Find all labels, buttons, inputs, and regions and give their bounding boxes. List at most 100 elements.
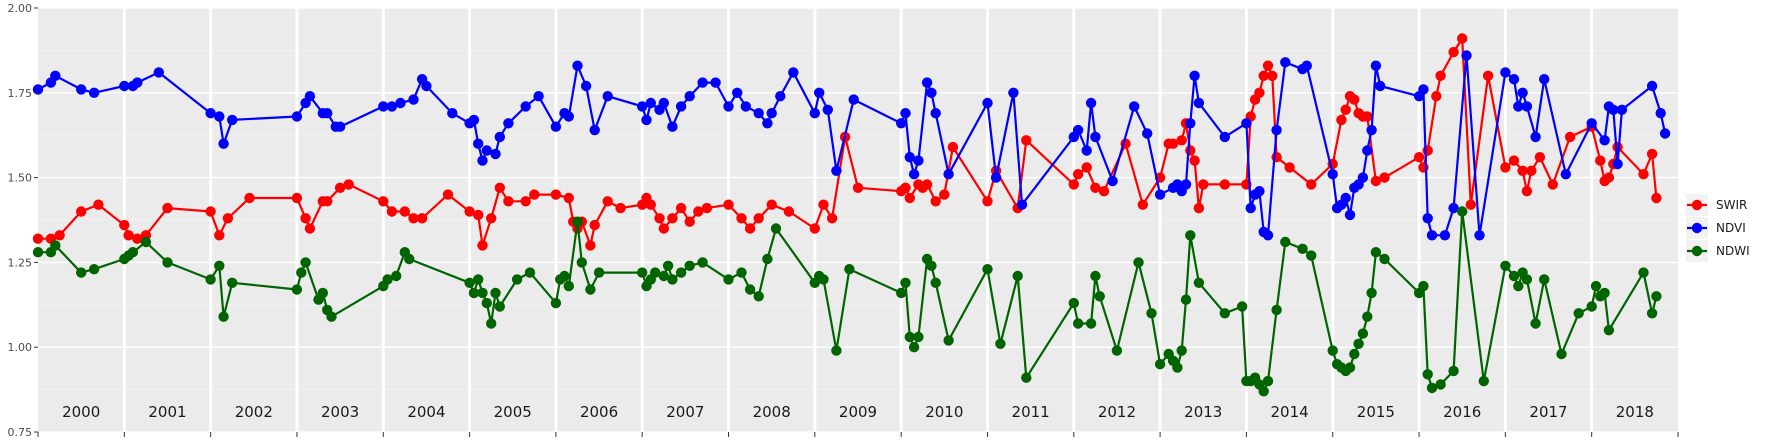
data-point-ndwi	[1508, 270, 1520, 282]
data-point-ndvi	[809, 108, 820, 119]
data-point-ndvi	[378, 101, 389, 112]
data-point-swir	[723, 199, 734, 210]
data-point-ndwi	[1146, 308, 1157, 319]
data-point-ndwi	[300, 257, 311, 268]
data-point-swir	[1021, 135, 1032, 146]
data-point-ndwi	[563, 280, 574, 292]
data-point-ndwi	[1021, 372, 1032, 383]
data-point-swir	[486, 213, 497, 224]
data-point-ndwi	[1556, 348, 1567, 360]
year-label: 2013	[1184, 403, 1222, 421]
data-point-swir	[494, 182, 505, 193]
data-point-ndvi	[205, 108, 216, 119]
data-point-swir	[132, 233, 143, 244]
legend-key-point	[1691, 199, 1703, 211]
data-point-ndwi	[326, 311, 337, 322]
data-point-ndvi	[395, 97, 406, 109]
data-point-swir	[1185, 145, 1196, 156]
data-point-swir	[334, 182, 346, 193]
data-point-ndvi	[477, 155, 488, 166]
data-point-ndvi	[153, 67, 164, 78]
data-point-swir	[939, 189, 950, 200]
data-point-ndvi	[732, 87, 743, 99]
year-label: 2009	[839, 403, 877, 421]
data-point-ndvi	[788, 67, 799, 78]
data-point-ndvi	[1375, 80, 1386, 92]
data-point-swir	[1198, 179, 1209, 190]
data-point-swir	[1267, 70, 1278, 82]
data-point-ndwi	[1353, 338, 1364, 349]
data-point-ndwi	[1478, 375, 1490, 387]
year-label: 2003	[321, 403, 359, 421]
data-point-ndvi	[831, 165, 842, 176]
data-point-ndvi	[904, 152, 915, 163]
data-point-ndvi	[762, 118, 773, 129]
data-point-ndvi	[1508, 74, 1520, 85]
data-point-ndwi	[1344, 362, 1356, 373]
series-ndwi	[32, 206, 1662, 397]
x-axis	[37, 432, 1679, 437]
data-point-ndwi	[684, 260, 695, 271]
data-point-swir	[1258, 70, 1269, 82]
data-point-swir	[1072, 169, 1084, 180]
data-point-ndwi	[468, 287, 480, 299]
data-point-ndvi	[982, 97, 993, 109]
y-tick-label: 1.50	[8, 172, 33, 185]
data-point-ndwi	[818, 274, 829, 285]
data-point-ndwi	[900, 277, 911, 288]
data-point-ndwi	[477, 287, 488, 299]
data-point-ndvi	[822, 104, 833, 116]
legend-label-ndwi: NDWI	[1716, 244, 1750, 258]
y-tick-label: 0.75	[8, 426, 33, 439]
data-point-ndvi	[1612, 158, 1623, 170]
data-point-swir	[1167, 138, 1179, 149]
data-point-swir	[473, 209, 484, 221]
data-point-ndvi	[1616, 104, 1628, 116]
data-point-swir	[1435, 70, 1446, 82]
data-point-swir	[1521, 186, 1533, 197]
data-point-ndvi	[1072, 124, 1084, 136]
year-label: 2015	[1357, 403, 1395, 421]
data-point-ndvi	[1280, 57, 1291, 68]
data-point-ndwi	[127, 247, 139, 258]
data-point-swir	[684, 216, 695, 227]
data-point-ndwi	[1426, 382, 1438, 394]
data-point-swir	[222, 213, 234, 224]
data-point-ndvi	[1008, 87, 1019, 99]
data-point-swir	[1638, 169, 1649, 180]
data-point-swir	[1370, 175, 1382, 187]
data-point-ndvi	[119, 80, 130, 92]
data-point-swir	[921, 179, 933, 190]
data-point-swir	[1465, 199, 1477, 210]
data-point-ndvi	[637, 101, 648, 112]
data-point-ndwi	[1521, 274, 1533, 285]
data-point-ndwi	[637, 267, 648, 278]
data-point-swir	[378, 196, 389, 207]
data-point-ndwi	[1418, 280, 1429, 292]
y-tick-label: 1.00	[8, 341, 33, 354]
data-point-ndwi	[1172, 362, 1183, 373]
data-point-ndvi	[740, 101, 751, 112]
data-point-ndvi	[1366, 124, 1377, 136]
data-point-ndvi	[753, 108, 764, 119]
data-point-swir	[119, 219, 130, 231]
data-point-ndvi	[1301, 60, 1313, 71]
data-point-ndvi	[1180, 179, 1192, 190]
data-point-ndvi	[1362, 145, 1373, 156]
data-point-swir	[550, 189, 562, 200]
data-point-ndvi	[1081, 145, 1092, 156]
data-point-ndvi	[1262, 230, 1274, 241]
data-point-ndvi	[76, 84, 87, 95]
data-point-swir	[416, 213, 428, 224]
data-point-ndwi	[1590, 280, 1602, 292]
data-point-ndwi	[218, 311, 229, 322]
data-point-ndwi	[227, 277, 238, 288]
data-point-ndwi	[943, 335, 954, 346]
data-point-swir	[1379, 172, 1390, 183]
data-point-ndwi	[995, 338, 1006, 349]
data-point-swir	[693, 206, 704, 217]
data-point-ndvi	[563, 111, 574, 122]
data-point-ndvi	[1599, 135, 1610, 146]
data-point-ndwi	[1133, 257, 1144, 268]
data-point-ndwi	[473, 274, 484, 285]
